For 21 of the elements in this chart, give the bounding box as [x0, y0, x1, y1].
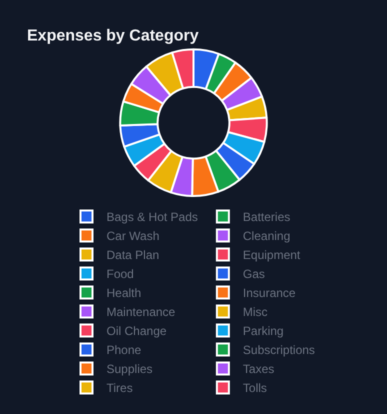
legend-label: Gas — [242, 267, 265, 282]
legend-label: Food — [106, 267, 134, 282]
legend-label: Health — [106, 286, 142, 300]
legend-label: Equipment — [242, 248, 301, 262]
legend-label: Bags & Hot Pads — [106, 210, 198, 224]
legend-label: Maintenance — [106, 305, 176, 320]
legend-label: Oil Change — [106, 324, 167, 338]
legend-label: Cleaning — [242, 229, 290, 244]
legend-label: Tolls — [242, 381, 267, 396]
legend-label: Insurance — [242, 286, 296, 300]
legend-label: Parking — [242, 324, 284, 338]
chart-title: Expenses by Category — [27, 28, 199, 45]
legend-label: Car Wash — [106, 229, 160, 244]
legend-label: Tires — [106, 381, 133, 396]
legend-label: Subscriptions — [242, 343, 315, 358]
legend-label: Data Plan — [106, 248, 160, 262]
legend-label: Batteries — [242, 210, 290, 224]
legend-label: Misc — [242, 305, 268, 320]
legend-label: Supplies — [106, 362, 153, 376]
legend-label: Phone — [106, 343, 142, 358]
legend-label: Taxes — [242, 362, 274, 376]
